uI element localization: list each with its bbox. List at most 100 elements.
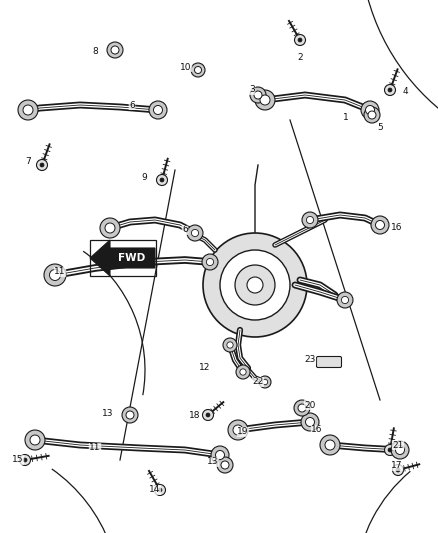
Circle shape xyxy=(385,445,396,456)
Circle shape xyxy=(203,233,307,337)
Circle shape xyxy=(233,425,243,435)
Text: 21: 21 xyxy=(392,440,404,449)
Circle shape xyxy=(305,417,314,426)
Text: 17: 17 xyxy=(391,462,403,471)
Circle shape xyxy=(301,413,319,431)
Circle shape xyxy=(262,379,268,385)
Text: 12: 12 xyxy=(199,364,211,373)
Circle shape xyxy=(240,369,246,375)
Circle shape xyxy=(391,441,409,459)
Circle shape xyxy=(236,365,250,379)
Circle shape xyxy=(259,376,271,388)
Circle shape xyxy=(235,265,275,305)
Circle shape xyxy=(202,409,213,421)
Circle shape xyxy=(298,38,302,42)
Polygon shape xyxy=(90,240,155,276)
Text: 8: 8 xyxy=(92,47,98,56)
Circle shape xyxy=(206,413,210,417)
Circle shape xyxy=(100,218,120,238)
Circle shape xyxy=(396,446,405,455)
Text: 16: 16 xyxy=(311,425,323,434)
Circle shape xyxy=(40,163,44,167)
Circle shape xyxy=(49,270,60,280)
Circle shape xyxy=(105,223,115,233)
Circle shape xyxy=(191,229,198,237)
Text: 11: 11 xyxy=(89,443,101,453)
Circle shape xyxy=(228,420,248,440)
Circle shape xyxy=(254,91,262,99)
Circle shape xyxy=(371,216,389,234)
Circle shape xyxy=(396,468,400,472)
Circle shape xyxy=(23,105,33,115)
Circle shape xyxy=(217,457,233,473)
Text: 1: 1 xyxy=(343,114,349,123)
Circle shape xyxy=(156,174,167,185)
Text: 20: 20 xyxy=(304,400,316,409)
Circle shape xyxy=(294,400,310,416)
Text: 22: 22 xyxy=(252,377,264,386)
Circle shape xyxy=(211,446,229,464)
Circle shape xyxy=(361,101,379,119)
Circle shape xyxy=(25,430,45,450)
Circle shape xyxy=(375,221,385,230)
Text: FWD: FWD xyxy=(118,253,145,263)
Text: 13: 13 xyxy=(207,457,219,466)
Circle shape xyxy=(302,212,318,228)
Text: 4: 4 xyxy=(402,87,408,96)
Circle shape xyxy=(388,448,392,452)
Circle shape xyxy=(307,216,314,224)
Text: 16: 16 xyxy=(391,223,403,232)
Text: 19: 19 xyxy=(237,427,249,437)
Circle shape xyxy=(149,101,167,119)
Circle shape xyxy=(227,342,233,348)
Circle shape xyxy=(365,106,374,115)
Text: 10: 10 xyxy=(180,62,192,71)
Text: 13: 13 xyxy=(102,408,114,417)
Circle shape xyxy=(111,46,119,54)
Text: 14: 14 xyxy=(149,486,161,495)
Circle shape xyxy=(260,95,270,105)
Text: 6: 6 xyxy=(129,101,135,109)
Circle shape xyxy=(18,100,38,120)
Text: 9: 9 xyxy=(141,174,147,182)
Circle shape xyxy=(250,87,266,103)
Circle shape xyxy=(107,42,123,58)
Circle shape xyxy=(368,111,376,119)
Circle shape xyxy=(194,67,201,74)
Circle shape xyxy=(153,106,162,115)
Text: 15: 15 xyxy=(12,456,24,464)
Circle shape xyxy=(294,35,305,45)
Text: 7: 7 xyxy=(25,157,31,166)
Text: 5: 5 xyxy=(377,124,383,133)
Circle shape xyxy=(202,254,218,270)
Circle shape xyxy=(388,88,392,92)
Circle shape xyxy=(30,435,40,445)
Circle shape xyxy=(36,159,47,171)
Circle shape xyxy=(298,404,306,412)
Circle shape xyxy=(44,264,66,286)
Circle shape xyxy=(215,450,225,459)
Circle shape xyxy=(158,488,162,492)
Circle shape xyxy=(320,435,340,455)
Circle shape xyxy=(325,440,335,450)
Circle shape xyxy=(392,464,403,475)
Circle shape xyxy=(187,225,203,241)
Text: 2: 2 xyxy=(297,53,303,62)
Circle shape xyxy=(126,411,134,419)
Circle shape xyxy=(191,63,205,77)
Circle shape xyxy=(160,178,164,182)
Circle shape xyxy=(247,277,263,293)
Circle shape xyxy=(223,338,237,352)
Circle shape xyxy=(20,455,31,465)
Circle shape xyxy=(221,461,229,469)
Circle shape xyxy=(364,107,380,123)
Circle shape xyxy=(155,484,166,496)
FancyBboxPatch shape xyxy=(317,357,342,367)
Circle shape xyxy=(337,292,353,308)
Text: 6: 6 xyxy=(182,225,188,235)
Circle shape xyxy=(23,458,27,462)
Text: 11: 11 xyxy=(54,268,66,277)
Circle shape xyxy=(255,90,275,110)
Text: 18: 18 xyxy=(189,410,201,419)
Circle shape xyxy=(206,259,214,265)
